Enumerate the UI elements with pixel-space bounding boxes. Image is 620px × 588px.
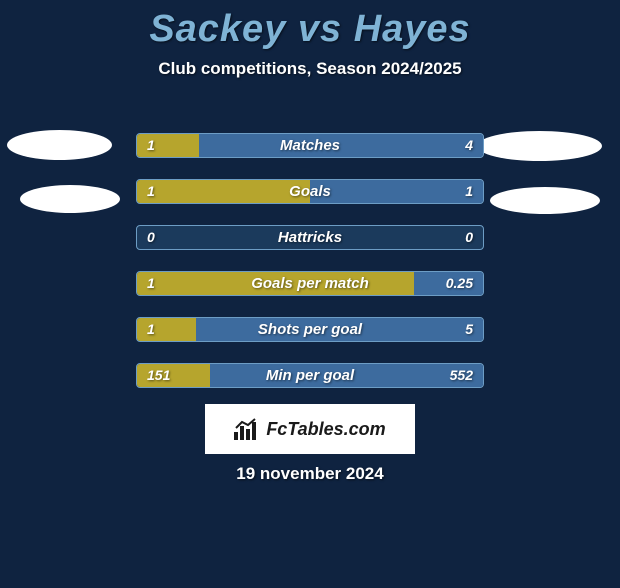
stat-fill-left <box>137 134 199 157</box>
player-right-badge-2 <box>490 187 600 214</box>
stat-row: 151Min per goal552 <box>136 363 484 388</box>
date: 19 november 2024 <box>0 464 620 484</box>
stat-fill-left <box>137 318 196 341</box>
player-left-badge-2 <box>20 185 120 213</box>
stat-row: 1Goals1 <box>136 179 484 204</box>
stat-value-left: 0 <box>137 226 165 249</box>
player-right-badge-1 <box>477 131 602 161</box>
subtitle: Club competitions, Season 2024/2025 <box>0 59 620 79</box>
logo-text: FcTables.com <box>266 419 385 440</box>
stat-fill-right <box>199 134 483 157</box>
stat-row: 1Goals per match0.25 <box>136 271 484 296</box>
stat-fill-right <box>310 180 483 203</box>
stat-fill-right <box>196 318 483 341</box>
stat-label: Hattricks <box>137 226 483 249</box>
stats-comparison: 1Matches4 1Goals1 0Hattricks0 1Goals per ma… <box>136 133 484 409</box>
bars-icon <box>234 418 260 440</box>
stat-row: 1Shots per goal5 <box>136 317 484 342</box>
stat-fill-left <box>137 272 414 295</box>
stat-fill-right <box>414 272 483 295</box>
stat-row: 1Matches4 <box>136 133 484 158</box>
stat-row: 0Hattricks0 <box>136 225 484 250</box>
stat-fill-left <box>137 364 210 387</box>
page-title: Sackey vs Hayes <box>0 8 620 51</box>
logo: FcTables.com <box>205 404 415 454</box>
stat-fill-right <box>210 364 483 387</box>
player-left-badge-1 <box>7 130 112 160</box>
stat-fill-left <box>137 180 310 203</box>
stat-value-right: 0 <box>455 226 483 249</box>
